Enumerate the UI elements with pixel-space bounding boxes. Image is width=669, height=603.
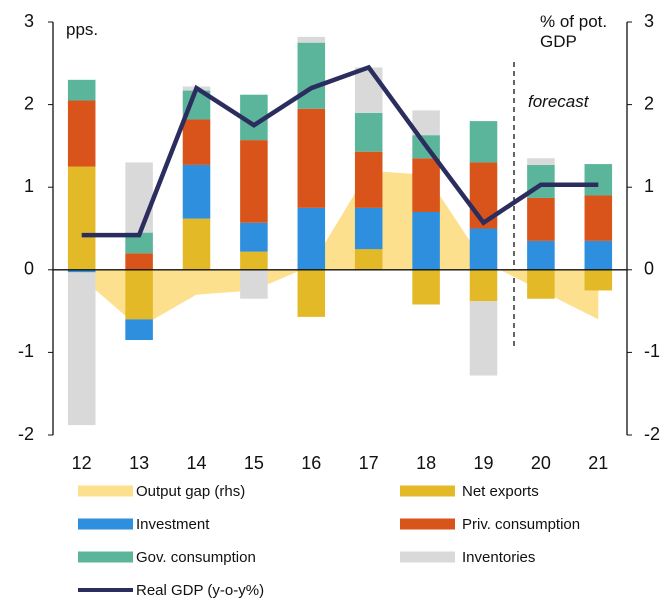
bar [584, 164, 613, 196]
y2-tick-label: 2 [644, 93, 654, 113]
bar [67, 166, 96, 270]
bar [354, 207, 383, 250]
y2-tick-label: 3 [644, 11, 654, 31]
bar [412, 269, 440, 305]
bar [67, 269, 96, 273]
x-tick-label: 20 [531, 453, 551, 473]
bar [412, 158, 440, 212]
bar [240, 222, 268, 252]
bar [527, 240, 555, 270]
bar [527, 158, 555, 165]
x-tick-label: 19 [473, 453, 493, 473]
bar [469, 269, 498, 302]
bar [240, 269, 268, 299]
bar [412, 211, 440, 270]
bar [67, 100, 96, 167]
bar [182, 164, 211, 219]
bar [182, 218, 211, 270]
legend-label: Real GDP (y-o-y%) [136, 582, 264, 599]
y-tick-label: -1 [18, 341, 34, 361]
y2-tick-label: -2 [644, 424, 660, 444]
bar [240, 251, 268, 270]
y2-tick-label: 0 [644, 259, 654, 279]
y-tick-label: 0 [24, 259, 34, 279]
bar [584, 240, 613, 270]
forecast-label: forecast [528, 92, 589, 111]
bar [125, 232, 153, 254]
bar [584, 269, 613, 291]
bar [125, 269, 153, 320]
y-tick-label: -2 [18, 424, 34, 444]
x-tick-label: 15 [244, 453, 264, 473]
legend-label: Net exports [462, 483, 539, 500]
bar [354, 249, 383, 270]
y-tick-label: 3 [24, 11, 34, 31]
right-unit: % of pot. GDP [540, 12, 608, 51]
bar [469, 121, 498, 163]
bar [354, 67, 383, 113]
legend-label: Gov. consumption [136, 549, 256, 566]
bar [469, 228, 498, 270]
bar [67, 79, 96, 101]
bar [240, 140, 268, 223]
legend-label: Priv. consumption [462, 516, 580, 533]
x-tick-label: 13 [129, 453, 149, 473]
x-tick-label: 17 [359, 453, 379, 473]
bar [354, 151, 383, 208]
bar [584, 195, 613, 241]
bar [297, 42, 326, 109]
bar [297, 269, 326, 317]
x-tick-label: 12 [72, 453, 92, 473]
left-unit: pps. [66, 20, 99, 39]
y2-tick-label: -1 [644, 341, 660, 361]
area [81, 170, 599, 328]
x-tick-label: 18 [416, 453, 436, 473]
bar [125, 319, 153, 341]
legend-label: Output gap (rhs) [136, 483, 245, 500]
bar [527, 269, 555, 299]
x-tick-label: 14 [186, 453, 206, 473]
bar [67, 272, 96, 426]
line [81, 64, 599, 238]
x-tick-label: 21 [588, 453, 608, 473]
legend-label: Investment [136, 516, 210, 533]
bar [125, 162, 153, 233]
bar [297, 36, 326, 43]
y-tick-label: 1 [24, 176, 34, 196]
y2-tick-label: 1 [644, 176, 654, 196]
bar [469, 301, 498, 376]
bar [182, 119, 211, 165]
bar [297, 207, 326, 270]
bar [297, 108, 326, 208]
bar [527, 197, 555, 241]
x-tick-label: 16 [301, 453, 321, 473]
bar [354, 112, 383, 152]
bar [125, 253, 153, 270]
y-tick-label: 2 [24, 93, 34, 113]
legend-label: Inventories [462, 549, 535, 566]
